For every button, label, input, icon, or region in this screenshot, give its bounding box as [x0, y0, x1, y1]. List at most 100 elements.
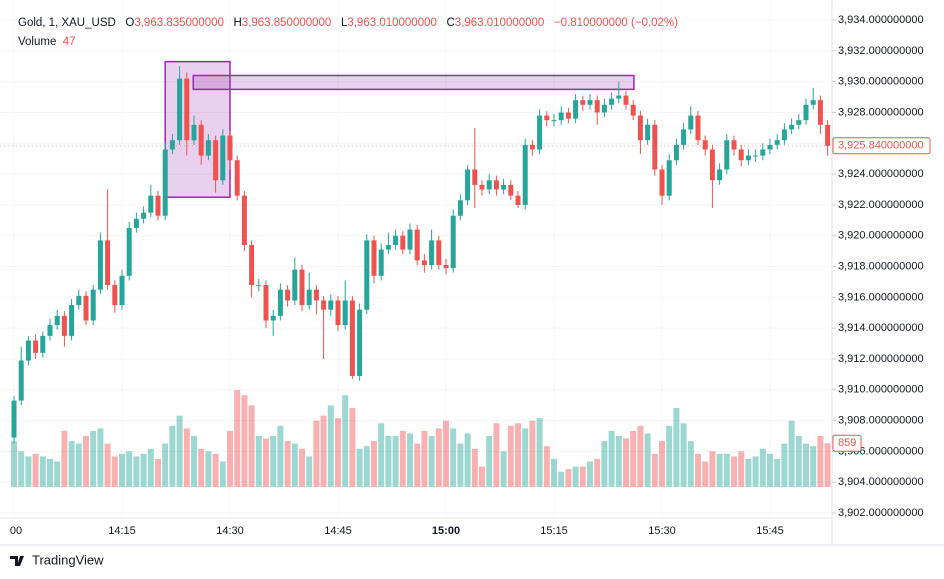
candle-body: [76, 295, 82, 306]
candle-body: [335, 300, 341, 326]
y-tick-label: 3,918.000000000: [838, 260, 924, 272]
volume-bar: [803, 443, 809, 487]
volume-bar: [493, 423, 500, 487]
y-tick-label: 3,934.000000000: [838, 14, 924, 26]
candle-body: [731, 140, 737, 150]
volume-bar: [284, 441, 291, 487]
candle-body: [609, 98, 615, 105]
tv-logo: [10, 556, 24, 566]
volume-bar: [248, 405, 255, 487]
volume-bar: [212, 453, 219, 487]
x-tick-label: 15:45: [756, 525, 784, 537]
candle-body: [83, 295, 89, 321]
y-tick-label: 3,910.000000000: [838, 384, 924, 396]
candle-body: [285, 289, 291, 301]
candle-body: [112, 285, 118, 306]
volume-bar: [767, 453, 773, 487]
candle-body: [443, 265, 449, 269]
volume-bar: [191, 436, 197, 487]
volume-bar: [363, 446, 370, 487]
candle-body: [645, 124, 651, 141]
volume-bar: [385, 436, 392, 487]
volume-bar: [39, 456, 46, 487]
candle-body: [493, 180, 499, 190]
candle-body: [97, 240, 103, 290]
volume-bar: [371, 441, 377, 487]
volume-bar: [270, 436, 277, 487]
volume-bar: [399, 430, 406, 487]
volume-bar: [687, 441, 694, 487]
volume-label: Volume: [18, 36, 57, 48]
volume-bar: [601, 441, 608, 487]
volume-bar: [594, 458, 601, 487]
candle-body: [709, 149, 715, 181]
volume-bar: [47, 458, 53, 487]
candle-body: [573, 100, 579, 119]
candle-body: [277, 289, 283, 316]
volume-row: Volume 47: [18, 33, 678, 52]
volume-bar: [342, 395, 349, 487]
volume-bar: [565, 469, 572, 487]
volume-bar: [219, 461, 226, 487]
volume-pane: [11, 390, 831, 487]
volume-bar: [745, 458, 752, 487]
candle-body: [299, 269, 305, 306]
legend: Gold, 1, XAU_USD O3,963.835000000 H3,963…: [18, 14, 678, 52]
last-price-box: [832, 137, 931, 155]
volume-bar: [479, 466, 485, 487]
candle-body: [414, 229, 420, 261]
volume-bar: [471, 448, 478, 487]
volume-bar: [392, 436, 399, 487]
candle-body: [472, 169, 478, 185]
volume-bar: [263, 438, 269, 487]
volume-bar: [25, 456, 32, 487]
y-tick-label: 3,916.000000000: [838, 291, 924, 303]
volume-bar: [644, 433, 651, 487]
candle-body: [342, 300, 348, 326]
candle-body: [177, 78, 183, 141]
candle-body: [313, 289, 319, 301]
volume-bar: [356, 448, 363, 487]
candle-body: [774, 140, 780, 145]
volume-bar: [738, 451, 745, 487]
x-tick-label: 15:15: [540, 525, 568, 537]
volume-bar: [759, 448, 766, 487]
volume-bar: [810, 446, 817, 487]
ohlc-key: L: [340, 17, 348, 29]
volume-bar: [579, 466, 586, 487]
volume-bar: [18, 451, 25, 487]
volume-bar: [147, 448, 154, 487]
candle-body: [522, 144, 528, 205]
candle-body: [695, 115, 701, 141]
candle-body: [378, 249, 384, 276]
candle-body: [328, 300, 334, 310]
candle-body: [673, 144, 679, 161]
volume-bar: [500, 451, 507, 487]
candle-body: [421, 260, 427, 266]
candle-body: [126, 228, 132, 276]
y-tick-label: 3,932.000000000: [838, 45, 924, 57]
candle-body: [292, 269, 298, 301]
ohlc-value: 3,963.010000000: [347, 17, 437, 29]
candle-body: [637, 115, 643, 141]
candle-body: [429, 240, 435, 266]
candle-body: [105, 240, 111, 286]
volume-bar: [68, 441, 75, 487]
candle-body: [551, 120, 557, 122]
candle-body: [745, 155, 751, 161]
volume-bar: [723, 453, 730, 487]
volume-bar: [162, 443, 169, 487]
ohlc-key: H: [233, 17, 242, 29]
candle-body: [565, 112, 571, 119]
volume-bar: [464, 433, 471, 487]
volume-bar: [702, 461, 709, 487]
volume-bar: [227, 430, 233, 487]
candle-body: [544, 115, 550, 121]
candle-body: [803, 104, 809, 121]
drawings: [164, 60, 635, 198]
candle-body: [558, 112, 564, 121]
volume-bar: [349, 407, 356, 487]
y-tick-label: 3,908.000000000: [838, 415, 924, 427]
volume-bar: [241, 395, 248, 487]
candle-body: [119, 275, 125, 306]
